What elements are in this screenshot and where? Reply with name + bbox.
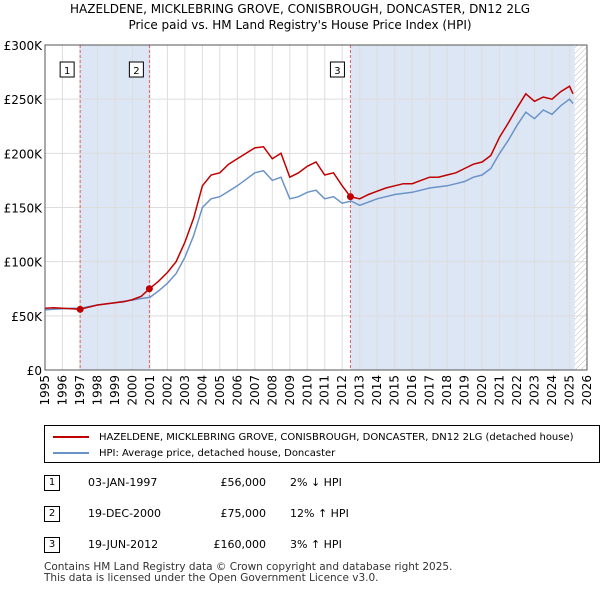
y-tick-label: £300K: [4, 39, 44, 53]
sale-marker-label: 2: [133, 66, 139, 77]
x-tick-label: 1997: [73, 375, 87, 406]
x-tick-label: 2025: [563, 375, 577, 406]
transaction-row: 2 19-DEC-2000 £75,000 12% ↑ HPI: [0, 506, 600, 524]
transaction-number: 2: [44, 506, 60, 522]
x-tick-label: 2002: [160, 375, 174, 406]
transaction-price: £75,000: [220, 507, 267, 520]
x-tick-label: 2017: [423, 375, 437, 406]
x-tick-label: 2014: [370, 375, 384, 406]
transaction-price: £56,000: [220, 476, 267, 489]
footer-licence: This data is licensed under the Open Gov…: [44, 572, 379, 584]
x-tick-label: 1998: [90, 375, 104, 406]
sale-marker-box: [128, 61, 144, 78]
y-tick-label: £50K: [11, 310, 43, 324]
legend-item-hpi: HPI: Average price, detached house, Donc…: [53, 446, 335, 460]
x-tick-label: 2019: [458, 375, 472, 406]
x-tick-label: 2006: [230, 375, 244, 406]
sale-point: [346, 193, 354, 201]
x-tick-label: 2020: [475, 375, 489, 406]
transaction-number: 3: [44, 537, 60, 553]
transaction-date: 19-DEC-2000: [88, 507, 162, 520]
sale-marker-label: 1: [64, 66, 70, 77]
x-tick-label: 2021: [493, 375, 507, 406]
legend-label-property: HAZELDENE, MICKLEBRING GROVE, CONISBROUG…: [99, 431, 574, 443]
x-tick-label: 2003: [178, 375, 192, 406]
transaction-row: 1 03-JAN-1997 £56,000 2% ↓ HPI: [0, 475, 600, 493]
x-tick-label: 2010: [300, 375, 314, 406]
x-tick-label: 2012: [335, 375, 349, 406]
x-tick-label: 2008: [265, 375, 279, 406]
transaction-date: 19-JUN-2012: [88, 538, 159, 551]
legend-line-hpi: [53, 452, 89, 454]
x-tick-label: 2023: [528, 375, 542, 406]
x-tick-label: 2015: [388, 375, 402, 406]
transaction-hpi-diff: 3% ↑ HPI: [290, 538, 342, 551]
x-tick-label: 2009: [283, 375, 297, 406]
y-tick-label: £150K: [4, 202, 44, 216]
x-tick-label: 2018: [440, 375, 454, 406]
footer-copyright: Contains HM Land Registry data © Crown c…: [44, 561, 453, 573]
transaction-date: 03-JAN-1997: [88, 476, 158, 489]
chart-subtitle: Price paid vs. HM Land Registry's House …: [128, 18, 472, 32]
y-tick-label: £0: [27, 364, 42, 378]
x-tick-label: 1996: [55, 375, 69, 406]
x-tick-label: 2000: [125, 375, 139, 406]
y-tick-label: £200K: [4, 147, 44, 161]
x-tick-label: 1995: [38, 375, 52, 406]
x-tick-label: 2016: [405, 375, 419, 406]
transaction-hpi-diff: 2% ↓ HPI: [290, 476, 342, 489]
property-series-line: [44, 85, 574, 311]
transaction-row: 3 19-JUN-2012 £160,000 3% ↑ HPI: [0, 537, 600, 555]
x-tick-label: 2007: [248, 375, 262, 406]
x-tick-label: 2004: [195, 375, 209, 406]
x-tick-label: 2005: [213, 375, 227, 406]
x-tick-label: 2001: [143, 375, 157, 406]
x-tick-label: 2024: [545, 375, 559, 406]
legend-item-property: HAZELDENE, MICKLEBRING GROVE, CONISBROUG…: [53, 430, 574, 444]
y-tick-label: £250K: [4, 93, 44, 107]
x-tick-label: 2013: [353, 375, 367, 406]
y-tick-label: £100K: [4, 256, 44, 270]
legend-line-property: [53, 436, 89, 438]
sale-marker-box: [59, 61, 75, 78]
x-tick-label: 2011: [318, 375, 332, 406]
sale-point: [145, 285, 153, 293]
transaction-number: 1: [44, 475, 60, 491]
sale-point: [76, 305, 84, 313]
sale-marker-label: 3: [334, 66, 340, 77]
chart-legend: HAZELDENE, MICKLEBRING GROVE, CONISBROUG…: [44, 425, 600, 463]
legend-label-hpi: HPI: Average price, detached house, Donc…: [99, 447, 336, 459]
sale-marker-box: [329, 61, 345, 78]
transaction-hpi-diff: 12% ↑ HPI: [290, 507, 349, 520]
x-tick-label: 2022: [510, 375, 524, 406]
transaction-price: £160,000: [213, 538, 267, 551]
chart-title-address: HAZELDENE, MICKLEBRING GROVE, CONISBROUG…: [69, 2, 530, 16]
plot-frame: [44, 44, 588, 371]
x-tick-label: 1999: [108, 375, 122, 406]
x-tick-label: 2026: [580, 375, 594, 406]
